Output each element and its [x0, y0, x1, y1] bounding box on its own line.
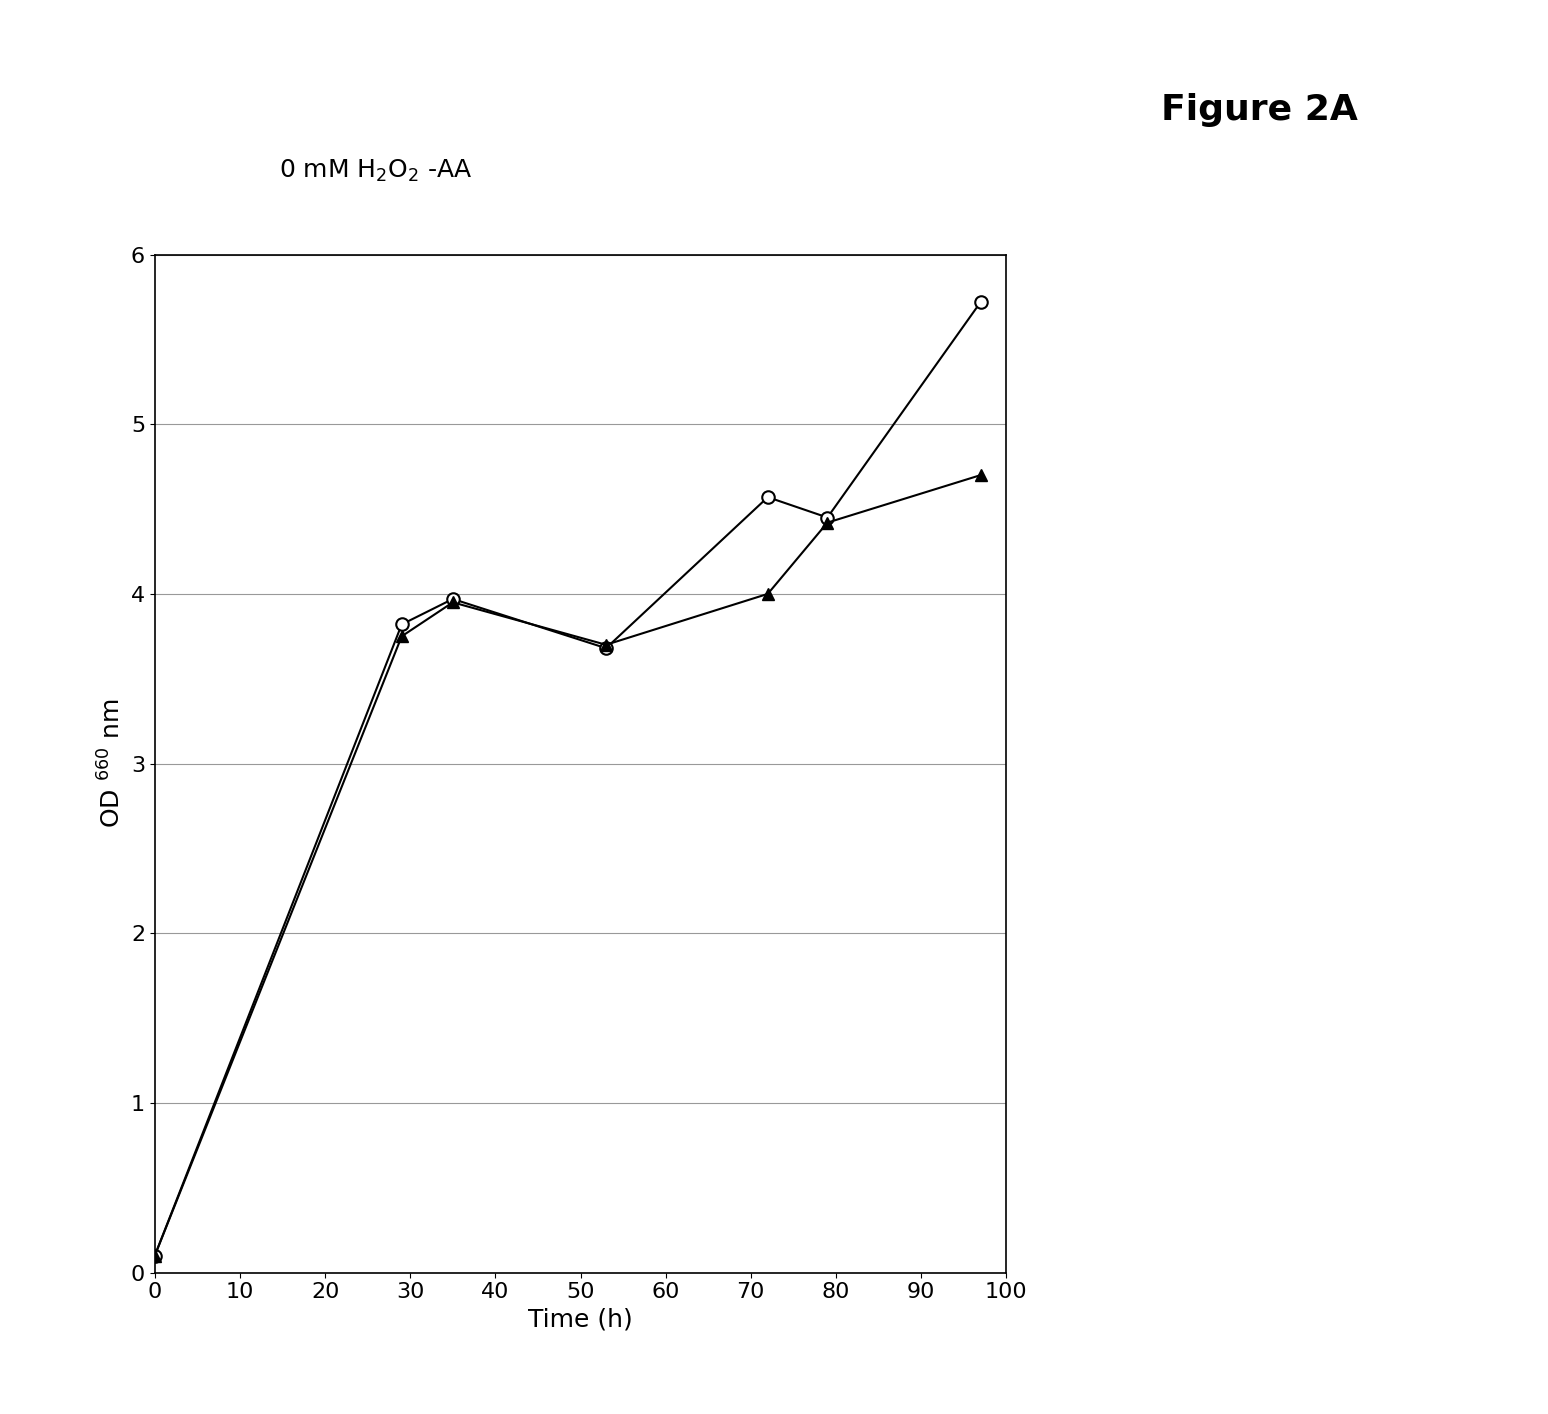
Y-axis label: OD $^{660}$ nm: OD $^{660}$ nm [98, 699, 125, 829]
Text: Figure 2A: Figure 2A [1161, 93, 1358, 127]
X-axis label: Time (h): Time (h) [528, 1308, 633, 1332]
Text: 0 mM H$_2$O$_2$ -AA: 0 mM H$_2$O$_2$ -AA [279, 157, 472, 184]
